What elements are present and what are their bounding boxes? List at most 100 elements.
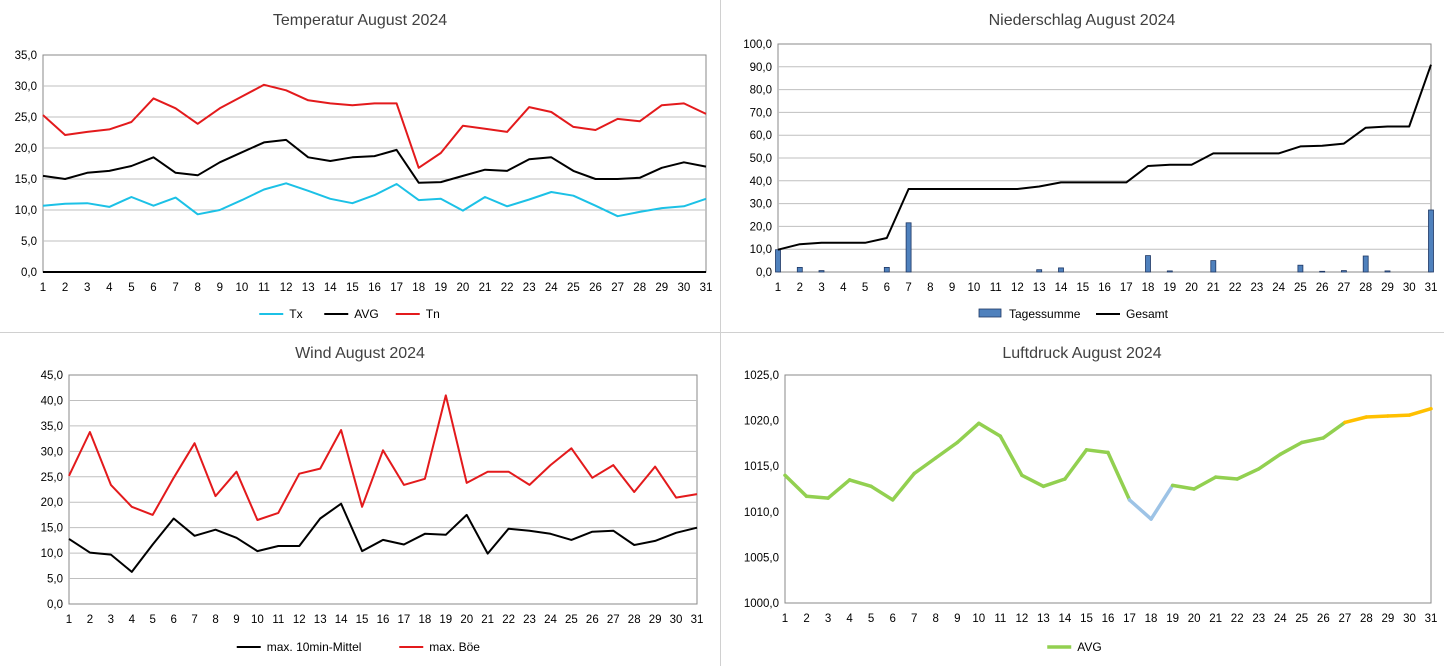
y-tick-label: 35,0 [41,421,63,433]
legend-label: AVG [1077,640,1101,654]
x-tick-label: 9 [233,614,239,626]
series-segment-avg [1192,475,1218,491]
x-tick-label: 26 [1317,613,1330,625]
x-tick-label: 17 [390,282,403,294]
wind-chart: Wind August 2024 0,0 5,0 10,0 15,0 20,0 25,0 3… [41,345,704,654]
x-tick-label: 6 [150,282,156,294]
x-tick-label: 27 [1338,282,1351,294]
series-segment-avg [977,421,1003,438]
x-tick-label: 10 [968,282,981,294]
x-tick-label: 1 [66,614,72,626]
y-tick-label: 20,0 [750,221,772,233]
y-tick-label: 40,0 [750,176,772,188]
legend-label: Tn [426,307,440,321]
x-tick-label: 21 [481,614,494,626]
bar-tagessumme [1384,270,1391,273]
series-segment-avg [1407,406,1433,417]
x-tick-label: 27 [1338,613,1351,625]
x-tick-label: 19 [439,614,452,626]
x-tick-label: 24 [1272,282,1285,294]
x-tick-label: 20 [457,282,470,294]
x-tick-label: 27 [611,282,624,294]
y-tick-label: 70,0 [750,107,772,119]
x-tick-label: 30 [678,282,691,294]
bar-tagessumme [775,249,781,273]
series-segment-avg [1321,420,1347,440]
y-tick-label: 50,0 [750,153,772,165]
y-tick-label: 25,0 [15,112,37,124]
series-line-tx [42,182,707,218]
pressure-chart: Luftdruck August 2024 1000,0 1005,0 1010,0… [744,345,1438,654]
y-tick-label: 25,0 [41,472,63,484]
temperature-chart-panel: Temperatur August 2024 0,0 5,0 10,0 15,0 20,… [0,0,721,333]
x-tick-label: 19 [1166,613,1179,625]
x-tick-label: 27 [607,614,620,626]
x-tick-label: 4 [840,282,847,294]
x-tick-label: 18 [418,614,431,626]
x-tick-label: 31 [700,282,713,294]
y-tick-label: 1025,0 [744,370,779,382]
x-tick-label: 25 [567,282,580,294]
x-tick-label: 14 [335,614,348,626]
x-tick-label: 12 [293,614,306,626]
series-segment-avg [1170,483,1196,491]
x-tick-label: 7 [191,614,197,626]
y-tick-label: 15,0 [41,523,63,535]
bar-tagessumme [796,266,803,273]
x-tick-label: 8 [194,282,200,294]
x-tick-label: 1 [775,282,781,294]
y-tick-label: 90,0 [750,62,772,74]
x-tick-label: 15 [346,282,359,294]
x-tick-label: 14 [324,282,337,294]
y-tick-label: 60,0 [750,130,772,142]
x-tick-label: 13 [1037,613,1050,625]
x-tick-label: 12 [1015,613,1028,625]
wind-chart-panel: Wind August 2024 0,0 5,0 10,0 15,0 20,0 25,0 3… [0,333,721,666]
x-tick-label: 15 [356,614,369,626]
x-tick-label: 18 [1145,613,1158,625]
legend-label: AVG [354,307,378,321]
x-tick-label: 26 [586,614,599,626]
series-segment-avg [1149,483,1175,521]
legend-label: Gesamt [1126,307,1169,321]
x-tick-label: 31 [691,614,704,626]
x-tick-label: 22 [1231,613,1244,625]
bar-tagessumme [1036,269,1043,273]
x-tick-label: 5 [862,282,868,294]
x-tick-label: 2 [797,282,803,294]
series-segment-avg [1343,415,1369,425]
chart-title: Niederschlag August 2024 [989,12,1176,29]
precipitation-chart-panel: Niederschlag August 2024 0,0 10,0 20,0 30,0… [721,0,1444,333]
series-segment-avg [1084,448,1110,455]
series-segment-avg [783,473,809,499]
x-tick-label: 9 [954,613,960,625]
series-segment-avg [804,494,830,500]
y-tick-label: 15,0 [15,174,37,186]
series-line-tn [42,83,707,169]
y-tick-label: 45,0 [41,370,63,382]
x-tick-label: 1 [782,613,788,625]
x-tick-label: 13 [302,282,315,294]
x-tick-label: 25 [1294,282,1307,294]
y-tick-label: 0,0 [21,267,37,279]
y-tick-label: 1000,0 [744,598,779,610]
x-tick-label: 11 [994,613,1006,625]
bar-tagessumme [883,266,890,273]
x-tick-label: 29 [649,614,662,626]
legend-label: max. Böe [429,640,480,654]
series-segment-avg [912,456,938,476]
x-tick-label: 10 [236,282,249,294]
series-segment-avg [826,478,852,500]
series-segment-avg [1235,467,1261,481]
series-segment-avg [1364,414,1390,419]
x-tick-label: 5 [868,613,874,625]
x-tick-label: 14 [1059,613,1072,625]
x-tick-label: 16 [368,282,381,294]
x-tick-label: 17 [1123,613,1136,625]
x-tick-label: 24 [545,282,558,294]
y-tick-label: 20,0 [41,497,63,509]
x-tick-label: 30 [1403,282,1416,294]
x-tick-label: 2 [62,282,68,294]
y-tick-label: 1005,0 [744,552,779,564]
x-tick-label: 28 [633,282,646,294]
